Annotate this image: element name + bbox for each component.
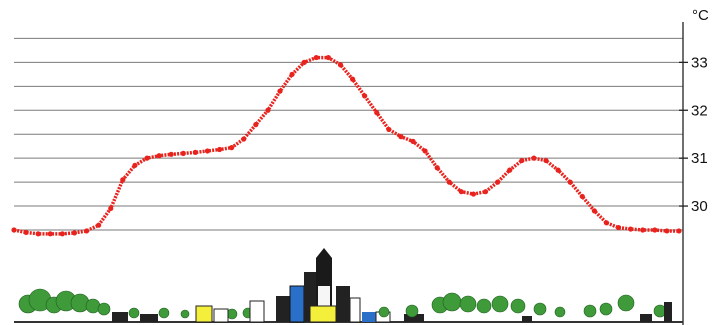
- data-point: [216, 146, 223, 153]
- y-tick-label: 31: [691, 150, 708, 167]
- data-point: [458, 189, 464, 195]
- unit-label: °C: [692, 7, 709, 24]
- data-point: [507, 167, 513, 173]
- data-point: [180, 150, 186, 156]
- data-point: [362, 93, 368, 99]
- data-point: [168, 151, 174, 157]
- data-point: [337, 62, 344, 68]
- data-point: [446, 179, 452, 185]
- data-point: [35, 231, 41, 237]
- y-tick-label: 30: [691, 198, 708, 215]
- y-tick-label: 32: [691, 102, 708, 119]
- data-point: [265, 107, 271, 113]
- data-point: [579, 193, 585, 200]
- data-point: [23, 229, 29, 235]
- data-point: [374, 110, 380, 116]
- data-point: [96, 222, 102, 228]
- data-point: [434, 165, 440, 171]
- data-point: [676, 228, 682, 234]
- data-point: [71, 230, 78, 236]
- data-point: [386, 126, 392, 133]
- data-point: [83, 228, 90, 234]
- data-point: [349, 76, 356, 82]
- data-point: [591, 208, 597, 214]
- data-point: [422, 148, 428, 154]
- data-point: [108, 205, 114, 212]
- y-tick-label: 33: [691, 54, 708, 71]
- data-point: [325, 54, 331, 61]
- series-temperature: [11, 54, 682, 237]
- data-point: [132, 162, 138, 168]
- data-point: [47, 231, 53, 237]
- tree-icon: [18, 288, 254, 320]
- city-skyline-illustration: [14, 248, 683, 323]
- data-point: [156, 153, 162, 159]
- data-point: [640, 227, 646, 233]
- data-point: [241, 136, 247, 142]
- data-point: [628, 226, 634, 232]
- grid-lines: [14, 37, 683, 231]
- data-point: [543, 157, 549, 164]
- series-line: [13, 55, 679, 236]
- data-point: [301, 59, 307, 65]
- data-point: [567, 179, 573, 185]
- y-ticks: 33 32 31 30: [679, 54, 708, 215]
- data-point: [144, 155, 150, 161]
- data-point: [289, 71, 295, 77]
- data-point: [11, 227, 17, 233]
- data-point: [652, 227, 658, 233]
- data-point: [398, 134, 404, 140]
- data-point: [120, 177, 126, 183]
- data-point: [470, 191, 477, 197]
- data-point: [482, 189, 489, 195]
- data-point: [615, 225, 622, 231]
- data-point: [519, 157, 525, 164]
- data-point: [204, 148, 211, 154]
- data-point: [192, 149, 198, 156]
- data-point: [410, 138, 416, 144]
- data-point: [229, 145, 235, 151]
- data-point: [495, 179, 501, 185]
- data-point: [313, 54, 319, 61]
- data-point: [531, 155, 537, 161]
- data-point: [603, 220, 610, 226]
- data-point: [555, 167, 561, 173]
- data-point: [59, 231, 65, 237]
- data-point: [277, 88, 283, 94]
- data-point: [253, 122, 259, 128]
- data-point: [664, 228, 670, 234]
